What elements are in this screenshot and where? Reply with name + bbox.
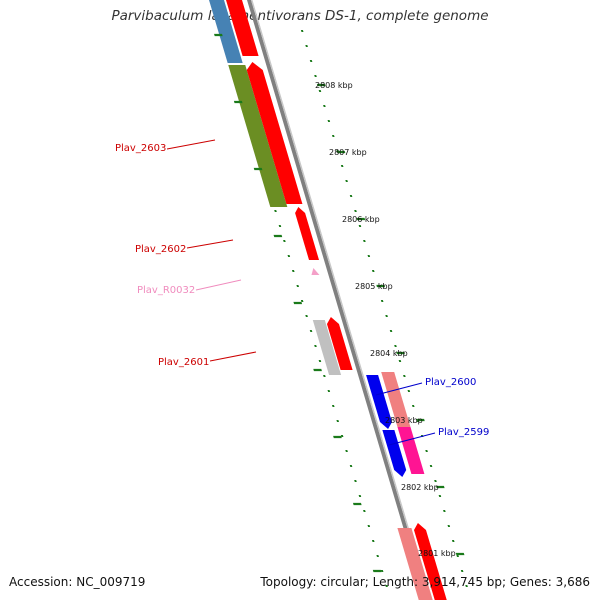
kbp-label: 2806 kbp xyxy=(342,215,380,224)
leader-plav-2601 xyxy=(209,351,257,362)
gene-arrow-red-1[interactable] xyxy=(244,62,303,204)
gene-arrow-plav-2600[interactable] xyxy=(366,375,394,429)
backbone-shadow xyxy=(251,0,431,600)
gene-label-plav-r0032[interactable]: Plav_R0032 xyxy=(137,285,195,296)
gene-arrow-plav-2601[interactable] xyxy=(325,317,353,370)
right-ruler-dots xyxy=(300,30,472,600)
gene-arrow-plav-2599[interactable] xyxy=(382,430,408,477)
kbp-label: 2801 kbp xyxy=(418,549,456,558)
gene-arrow-plav-2602[interactable] xyxy=(293,207,320,260)
backbone-line xyxy=(247,0,429,600)
map-title: Parvibaculum lavamentivorans DS-1, compl… xyxy=(111,8,489,24)
left-ruler-ticks xyxy=(214,33,382,573)
leader-plav-r0032 xyxy=(195,279,242,291)
gene-block-red-top[interactable] xyxy=(226,0,259,56)
gene-block-gray[interactable] xyxy=(312,320,342,375)
kbp-label: 2804 kbp xyxy=(370,349,408,358)
gene-block-magenta[interactable] xyxy=(397,427,425,474)
gene-label-plav-2603[interactable]: Plav_2603 xyxy=(115,143,166,154)
gene-block-salmon-1[interactable] xyxy=(381,372,411,427)
gene-label-plav-2600[interactable]: Plav_2600 xyxy=(425,377,476,388)
leader-plav-2603 xyxy=(166,139,216,150)
kbp-label: 2802 kbp xyxy=(401,483,439,492)
gene-arrow-red-bottom[interactable] xyxy=(412,523,447,600)
kbp-label: 2808 kbp xyxy=(315,81,353,90)
accession-text: Accession: NC_009719 xyxy=(9,575,146,589)
leader-plav-2599 xyxy=(388,432,436,446)
kbp-label: 2805 kbp xyxy=(355,282,393,291)
gene-rna-plav-r0032[interactable] xyxy=(309,268,320,275)
ruler-ticks xyxy=(316,83,465,556)
gene-label-plav-2602[interactable]: Plav_2602 xyxy=(135,244,186,255)
left-ruler-dots xyxy=(220,30,392,600)
leader-plav-2600 xyxy=(375,382,423,396)
topology-text: Topology: circular; Length: 3,914,745 bp… xyxy=(260,575,590,589)
kbp-label: 2807 kbp xyxy=(329,148,367,157)
strand-group xyxy=(209,0,472,600)
gene-block-salmon-2[interactable] xyxy=(397,528,433,600)
leader-plav-2602 xyxy=(186,239,234,249)
gene-block-blue-top[interactable] xyxy=(209,0,243,63)
gene-label-plav-2601[interactable]: Plav_2601 xyxy=(158,357,209,368)
gene-block-plav-2603[interactable] xyxy=(228,65,288,207)
kbp-label: 2803 kbp xyxy=(385,416,423,425)
gene-label-plav-2599[interactable]: Plav_2599 xyxy=(438,427,489,438)
